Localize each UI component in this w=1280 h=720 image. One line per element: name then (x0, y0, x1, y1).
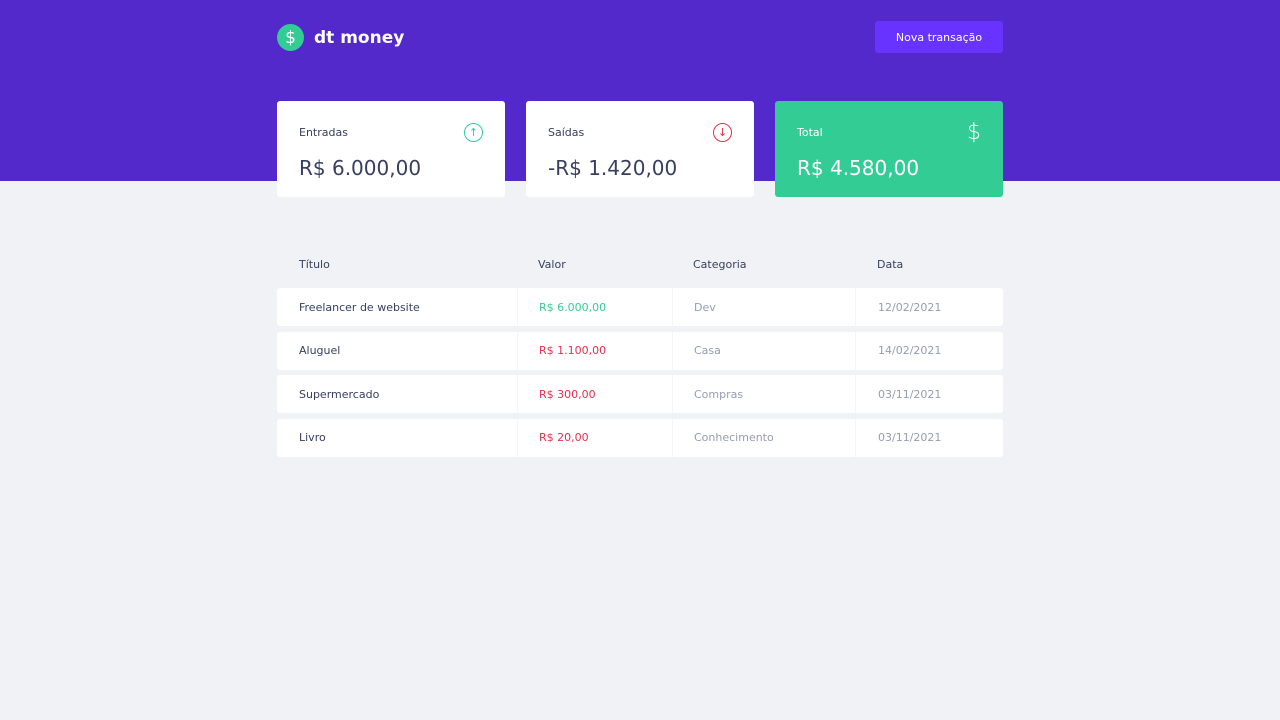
total-card: Total $ R$ 4.580,00 (775, 101, 1003, 197)
table-row: Livro R$ 20,00 Conhecimento 03/11/2021 (277, 418, 1003, 457)
outcome-card: Saídas ↓ -R$ 1.420,00 (526, 101, 754, 197)
income-value: R$ 6.000,00 (299, 156, 422, 180)
transaction-category: Casa (672, 331, 855, 370)
arrow-down-circle-icon: ↓ (713, 122, 732, 142)
transaction-title: Aluguel (277, 331, 517, 370)
transaction-date: 14/02/2021 (855, 331, 1003, 370)
transaction-amount: R$ 20,00 (517, 418, 672, 457)
transaction-title: Supermercado (277, 375, 517, 413)
dollar-icon: $ (967, 119, 981, 145)
table-row: Freelancer de website R$ 6.000,00 Dev 12/02… (277, 288, 1003, 326)
transaction-amount: R$ 6.000,00 (517, 288, 672, 326)
header-amount: Valor (538, 257, 566, 271)
total-value: R$ 4.580,00 (797, 156, 920, 180)
outcome-label: Saídas (548, 125, 585, 139)
app-name: dt money (314, 27, 405, 48)
logo: $ dt money (277, 24, 404, 51)
transaction-title: Freelancer de website (277, 288, 517, 326)
transaction-title: Livro (277, 418, 517, 457)
transactions-table: Título Valor Categoria Data Freelancer d… (277, 250, 1003, 457)
transaction-category: Dev (672, 288, 855, 326)
transaction-category: Compras (672, 375, 855, 413)
table-row: Supermercado R$ 300,00 Compras 03/11/2021 (277, 375, 1003, 413)
transaction-date: 12/02/2021 (855, 288, 1003, 326)
new-transaction-button[interactable]: Nova transação (875, 21, 1003, 53)
header-category: Categoria (693, 257, 747, 271)
transaction-amount: R$ 1.100,00 (517, 331, 672, 370)
table-row: Aluguel R$ 1.100,00 Casa 14/02/2021 (277, 331, 1003, 370)
income-label: Entradas (299, 125, 348, 139)
transaction-amount: R$ 300,00 (517, 375, 672, 413)
transaction-date: 03/11/2021 (855, 375, 1003, 413)
dollar-circle-icon: $ (277, 24, 304, 51)
arrow-up-circle-icon: ↑ (464, 122, 483, 142)
header-date: Data (877, 257, 904, 271)
outcome-value: -R$ 1.420,00 (548, 156, 678, 180)
total-label: Total (797, 125, 823, 139)
table-header: Título Valor Categoria Data (277, 250, 1003, 278)
transaction-date: 03/11/2021 (855, 418, 1003, 457)
transaction-category: Conhecimento (672, 418, 855, 457)
header-title: Título (299, 257, 330, 271)
income-card: Entradas ↑ R$ 6.000,00 (277, 101, 505, 197)
